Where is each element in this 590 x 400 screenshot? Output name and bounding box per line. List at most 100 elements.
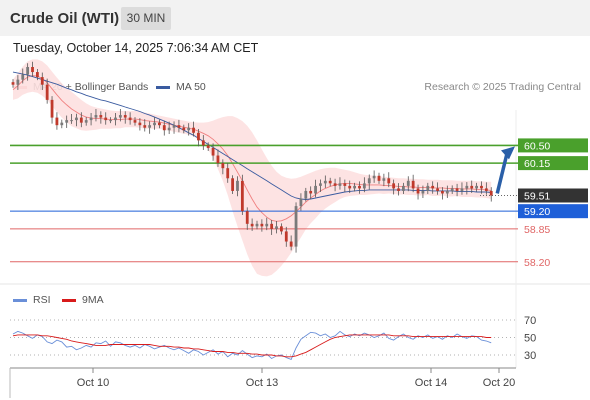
candle	[162, 125, 166, 131]
bollinger-band-area	[13, 59, 492, 277]
candle	[270, 223, 274, 229]
candle	[411, 180, 415, 189]
x-tick-label: Oct 20	[483, 377, 515, 389]
candle	[211, 147, 215, 156]
candle	[216, 155, 220, 164]
candle	[138, 122, 142, 126]
rsi-tick-50: 50	[524, 333, 536, 345]
candle	[431, 185, 435, 189]
candle	[16, 79, 20, 85]
candle	[372, 175, 376, 179]
candle	[158, 122, 161, 126]
level-label-58.20: 58.20	[524, 257, 550, 269]
candle	[421, 190, 425, 194]
legend-rsi-ma: 9MA	[62, 294, 104, 306]
candle	[236, 180, 239, 191]
level-label-bg-60.15	[518, 156, 588, 171]
legend-rsi: RSI	[13, 294, 51, 306]
forecast-arrow-line	[495, 152, 509, 194]
ma20-line	[12, 75, 492, 222]
x-tick-label: Oct 13	[246, 377, 278, 389]
candle	[484, 188, 488, 191]
candle	[240, 180, 244, 212]
candle	[123, 115, 127, 118]
candle	[187, 127, 191, 131]
instrument-title: Crude Oil (WTI)	[10, 10, 120, 27]
candle	[406, 180, 410, 186]
candle	[177, 125, 181, 128]
ma50-label: MA 50	[176, 81, 206, 93]
candle	[118, 115, 122, 118]
candle	[275, 226, 278, 229]
candle	[260, 223, 264, 227]
candle	[460, 188, 464, 191]
candle	[280, 226, 283, 232]
timestamp: Tuesday, October 14, 2025 7:06:34 AM CET	[13, 41, 259, 55]
candle	[426, 185, 430, 191]
candle	[402, 185, 405, 191]
ma50-swatch	[156, 85, 170, 89]
candle	[36, 72, 39, 78]
candle	[338, 183, 342, 186]
candle	[489, 190, 493, 196]
candle	[104, 117, 108, 121]
rsi-line	[12, 330, 492, 360]
candle	[40, 77, 44, 85]
candle	[245, 211, 249, 224]
level-label-bg-59.20	[518, 204, 588, 219]
candle	[109, 120, 112, 122]
candle	[89, 117, 93, 121]
interval-button[interactable]: 30 MIN	[121, 7, 171, 30]
candle	[182, 127, 186, 131]
candle	[21, 74, 25, 80]
x-tick-label: Oct 14	[415, 377, 447, 389]
forecast-arrow-head	[501, 146, 515, 160]
rsi-ma-swatch	[62, 298, 76, 302]
candle	[441, 190, 444, 194]
candle	[319, 183, 322, 186]
candle	[206, 145, 210, 148]
candle	[75, 117, 78, 121]
rsi-tick-30: 30	[524, 350, 536, 362]
candle	[201, 140, 205, 146]
level-label-60.15: 60.15	[524, 158, 550, 170]
candle	[328, 180, 332, 184]
candle	[65, 120, 69, 123]
candle	[314, 185, 317, 194]
candle	[60, 122, 64, 126]
candle	[11, 82, 15, 85]
candle	[436, 188, 439, 191]
candle	[31, 67, 34, 73]
candle	[397, 188, 400, 191]
candle	[265, 223, 269, 227]
candle	[231, 178, 234, 191]
candle	[153, 122, 156, 126]
candle	[416, 188, 420, 194]
candles-group	[11, 61, 493, 253]
candle	[455, 188, 459, 191]
candle	[255, 223, 259, 227]
rsi-tick-70: 70	[524, 315, 536, 327]
candle	[99, 115, 103, 118]
level-label-59.20: 59.20	[524, 206, 550, 218]
candle	[197, 132, 200, 141]
candle	[221, 163, 225, 169]
candle	[333, 183, 337, 186]
candle	[143, 125, 147, 128]
rsi-label: RSI	[33, 294, 51, 306]
candle	[309, 190, 313, 194]
candle	[353, 185, 356, 189]
candle	[55, 117, 59, 126]
candle	[465, 185, 469, 189]
candle	[128, 117, 132, 121]
level-label-bg-59.51	[518, 188, 588, 203]
candle	[79, 117, 83, 123]
candle	[475, 185, 478, 189]
candle	[172, 125, 176, 128]
candle	[387, 178, 391, 184]
candle	[250, 223, 254, 227]
candle	[284, 231, 288, 242]
candle	[348, 185, 352, 189]
rsi-ma-line	[12, 334, 492, 358]
